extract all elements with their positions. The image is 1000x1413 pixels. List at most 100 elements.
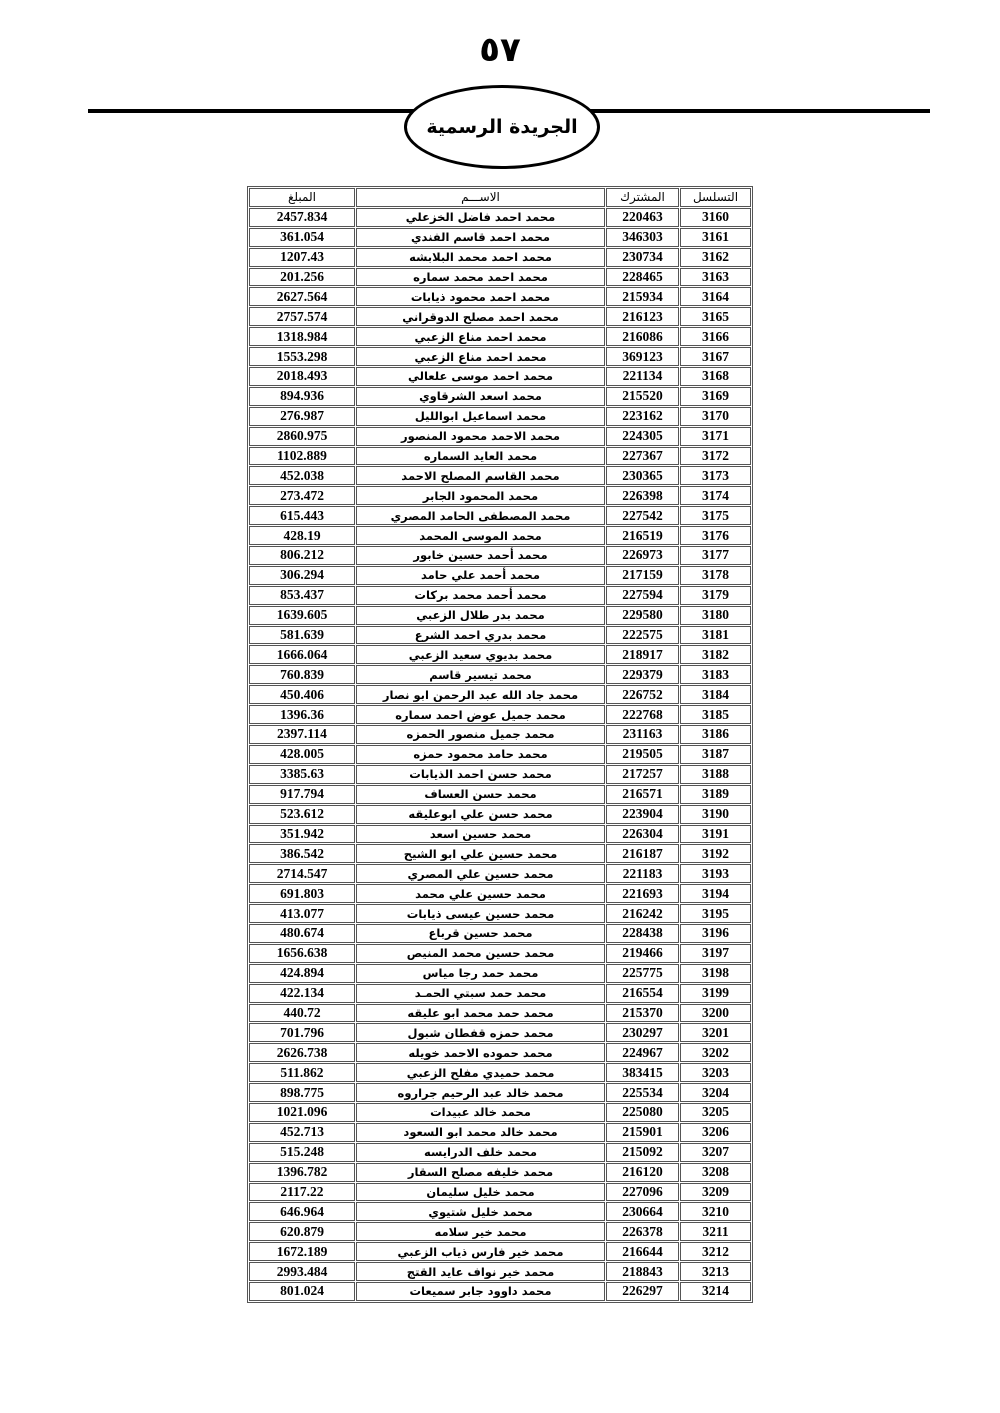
subscriber-cell: 227096 — [606, 1182, 679, 1202]
subscriber-cell: 217159 — [606, 565, 679, 585]
serial-cell: 3211 — [680, 1222, 751, 1242]
amount-cell: 917.794 — [249, 784, 355, 804]
table-row: 3213 218843 محمد خير نواف عايد القتج 2993.4… — [249, 1262, 751, 1281]
serial-cell: 3179 — [680, 585, 751, 605]
amount-cell: 1396.782 — [249, 1162, 355, 1182]
name-cell: محمد خليل شتيوي — [356, 1202, 605, 1222]
amount-cell: 853.437 — [249, 585, 355, 605]
subscriber-cell: 230664 — [606, 1202, 679, 1222]
serial-cell: 3161 — [680, 227, 751, 247]
serial-cell: 3207 — [680, 1142, 751, 1162]
name-cell: محمد بدري احمد الشرع — [356, 625, 605, 645]
serial-cell: 3192 — [680, 844, 751, 864]
amount-cell: 3385.63 — [249, 764, 355, 784]
subscriber-cell: 226297 — [606, 1281, 679, 1301]
subscriber-cell: 221693 — [606, 884, 679, 904]
table-row: 3183 229379 محمد تيسير قاسم 760.839 — [249, 665, 751, 685]
subscriber-cell: 221183 — [606, 864, 679, 884]
subscriber-cell: 216519 — [606, 526, 679, 546]
name-cell: محمد احمد قاسم الفندي — [356, 227, 605, 247]
amount-cell: 450.406 — [249, 685, 355, 705]
serial-cell: 3168 — [680, 367, 751, 386]
amount-cell: 480.674 — [249, 923, 355, 943]
subscriber-cell: 226752 — [606, 685, 679, 705]
subscriber-cell: 216187 — [606, 844, 679, 864]
table-row: 3164 215934 محمد احمد محمود ذيابات 2627.564 — [249, 287, 751, 307]
table-row: 3201 230297 محمد حمزه قفطان شبول 701.796 — [249, 1023, 751, 1043]
table-row: 3212 216644 محمد خير فارس ذياب الزعبي 1672.… — [249, 1242, 751, 1262]
serial-cell: 3184 — [680, 685, 751, 705]
name-cell: محمد حسين قرباع — [356, 923, 605, 943]
table-row: 3178 217159 محمد أحمد علي حامد 306.294 — [249, 565, 751, 585]
name-cell: محمد جميل منصور الحمزه — [356, 725, 605, 744]
subscriber-cell: 369123 — [606, 347, 679, 367]
name-cell: محمد خليفه مصلح السقار — [356, 1162, 605, 1182]
amount-cell: 2714.547 — [249, 864, 355, 884]
table-row: 3203 383415 محمد حميدي مفلح الزعبي 511.862 — [249, 1063, 751, 1083]
name-cell: محمد تيسير قاسم — [356, 665, 605, 685]
serial-cell: 3170 — [680, 406, 751, 426]
amount-cell: 1656.638 — [249, 943, 355, 963]
subscriber-cell: 221134 — [606, 367, 679, 386]
name-cell: محمد احمد محمود ذيابات — [356, 287, 605, 307]
name-cell: محمد داوود جابر سميعات — [356, 1281, 605, 1301]
gazette-title-ellipse: الجريدة الرسمية — [404, 85, 600, 169]
subscriber-cell: 223904 — [606, 804, 679, 824]
header-subscriber: المشترك — [606, 188, 679, 207]
header-amount: المبلغ — [249, 188, 355, 207]
name-cell: محمد خير نواف عايد القتج — [356, 1262, 605, 1281]
subscriber-cell: 223162 — [606, 406, 679, 426]
serial-cell: 3193 — [680, 864, 751, 884]
amount-cell: 898.775 — [249, 1083, 355, 1102]
serial-cell: 3204 — [680, 1083, 751, 1102]
amount-cell: 273.472 — [249, 486, 355, 506]
amount-cell: 2457.834 — [249, 207, 355, 227]
subscriber-cell: 215901 — [606, 1122, 679, 1142]
amount-cell: 511.862 — [249, 1063, 355, 1083]
subscriber-cell: 224305 — [606, 426, 679, 446]
subscriber-cell: 220463 — [606, 207, 679, 227]
table-row: 3199 216554 محمد حمد سبتي الحمـد 422.134 — [249, 983, 751, 1003]
amount-cell: 1553.298 — [249, 347, 355, 367]
subscriber-cell: 224967 — [606, 1043, 679, 1063]
serial-cell: 3190 — [680, 804, 751, 824]
serial-cell: 3210 — [680, 1202, 751, 1222]
amount-cell: 615.443 — [249, 506, 355, 526]
subscriber-cell: 215520 — [606, 386, 679, 406]
name-cell: محمد احمد مناع الزعبي — [356, 327, 605, 347]
payments-table: التسلسل المشترك الاســـم المبلغ 3160 2204… — [247, 186, 753, 1303]
amount-cell: 1021.096 — [249, 1102, 355, 1122]
name-cell: محمد احمد محمد البلابشه — [356, 247, 605, 267]
table-row: 3182 218917 محمد بديوي سعيد الزعبي 1666.064 — [249, 645, 751, 665]
table-row: 3165 216123 محمد احمد مصلح الدوقراني 2757.5… — [249, 307, 751, 327]
serial-cell: 3195 — [680, 904, 751, 923]
name-cell: محمد حسن احمد الذيابات — [356, 764, 605, 784]
name-cell: محمد أحمد علي حامد — [356, 565, 605, 585]
table-row: 3161 346303 محمد احمد قاسم الفندي 361.054 — [249, 227, 751, 247]
table-row: 3171 224305 محمد الاحمد محمود المنصور 2860.… — [249, 426, 751, 446]
table-row: 3200 215370 محمد حمد محمد ابو عليقه 440.72 — [249, 1003, 751, 1023]
serial-cell: 3212 — [680, 1242, 751, 1262]
table-row: 3176 216519 محمد الموسى المحمد 428.19 — [249, 526, 751, 546]
amount-cell: 452.038 — [249, 466, 355, 486]
table-row: 3214 226297 محمد داوود جابر سميعات 801.024 — [249, 1281, 751, 1301]
name-cell: محمد حسن علي ابوعليقه — [356, 804, 605, 824]
amount-cell: 1672.189 — [249, 1242, 355, 1262]
amount-cell: 1318.984 — [249, 327, 355, 347]
table-row: 3186 231163 محمد جميل منصور الحمزه 2397.114 — [249, 725, 751, 744]
table-header-row: التسلسل المشترك الاســـم المبلغ — [249, 188, 751, 207]
subscriber-cell: 225534 — [606, 1083, 679, 1102]
table-row: 3197 219466 محمد حسين محمد المنيص 1656.638 — [249, 943, 751, 963]
name-cell: محمد احمد فاضل الخزعلي — [356, 207, 605, 227]
amount-cell: 386.542 — [249, 844, 355, 864]
name-cell: محمد أحمد حسين خابور — [356, 546, 605, 565]
subscriber-cell: 216554 — [606, 983, 679, 1003]
serial-cell: 3188 — [680, 764, 751, 784]
table-row: 3185 222768 محمد جميل عوض احمد سماره 1396.3… — [249, 705, 751, 725]
name-cell: محمد حمد محمد ابو عليقه — [356, 1003, 605, 1023]
serial-cell: 3203 — [680, 1063, 751, 1083]
serial-cell: 3202 — [680, 1043, 751, 1063]
gazette-title: الجريدة الرسمية — [426, 116, 578, 138]
amount-cell: 701.796 — [249, 1023, 355, 1043]
table-row: 3166 216086 محمد احمد مناع الزعبي 1318.984 — [249, 327, 751, 347]
